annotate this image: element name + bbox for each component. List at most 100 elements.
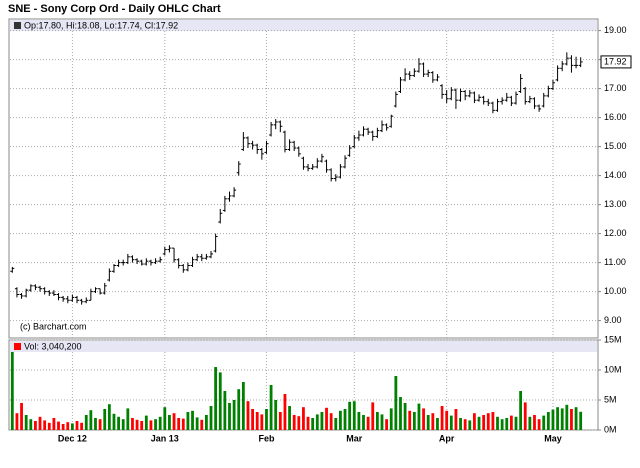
volume-bar [519, 391, 523, 430]
volume-bar [103, 409, 107, 430]
volume-bar [380, 414, 384, 430]
volume-bar [61, 424, 65, 430]
volume-bar [117, 416, 120, 430]
volume-bar [24, 415, 28, 430]
volume-bar [315, 414, 319, 430]
volume-bar [29, 419, 33, 430]
volume-bar [89, 410, 93, 430]
volume-bar [542, 415, 546, 430]
volume-bar [454, 409, 458, 430]
volume-bar [228, 403, 231, 430]
volume-bar [440, 406, 444, 430]
volume-bar [66, 422, 70, 430]
volume-bar [426, 415, 430, 430]
volume-bar [551, 409, 555, 430]
volume-bar [431, 413, 435, 430]
volume-bar [422, 408, 425, 430]
y-tick-label: 14.00 [604, 170, 627, 180]
y-tick-label: 10M [604, 364, 622, 374]
volume-bar [149, 420, 153, 430]
volume-bar [417, 403, 421, 430]
volume-bar [491, 412, 495, 430]
volume-bar [38, 416, 42, 430]
volume-bar [84, 415, 88, 430]
chart-title: SNE - Sony Corp Ord - Daily OHLC Chart [8, 3, 221, 15]
volume-bar [251, 409, 255, 430]
volume-bar [80, 422, 84, 430]
volume-bar [436, 418, 439, 430]
price-legend-bar [10, 20, 597, 31]
volume-bar [463, 419, 467, 430]
x-tick-label: Mar [346, 433, 363, 443]
volume-bar [140, 421, 144, 430]
volume-bar [445, 410, 449, 430]
volume-bar [278, 412, 282, 430]
volume-bar [265, 409, 268, 430]
volume-bar [343, 409, 347, 430]
volume-bar [311, 418, 315, 430]
volume-bar [163, 407, 167, 430]
volume-bar [579, 411, 583, 430]
volume-bar [223, 391, 227, 430]
volume-bar [375, 412, 379, 430]
y-tick-label: 15.00 [604, 141, 627, 151]
volume-bar [371, 402, 375, 430]
price-panel [8, 18, 599, 339]
volume-bar [320, 412, 324, 430]
volume-bar [121, 419, 125, 430]
volume-bar [565, 404, 569, 430]
y-tick-label: 10.00 [604, 286, 627, 296]
volume-bar [283, 394, 287, 430]
y-tick-label: 5M [604, 394, 617, 404]
x-tick-label: Jan 13 [151, 433, 179, 443]
volume-bar [546, 412, 550, 430]
y-tick-label: 17.00 [604, 83, 627, 93]
volume-bar [20, 403, 23, 430]
volume-bar [408, 410, 412, 430]
volume-bar [112, 413, 116, 430]
last-price-label: 17.92 [604, 56, 627, 66]
volume-bar [43, 420, 47, 430]
legend-swatch [14, 22, 21, 29]
volume-bar [509, 415, 513, 430]
y-tick-label: 16.00 [604, 112, 627, 122]
volume-bar [57, 421, 60, 430]
x-tick-label: Feb [258, 433, 275, 443]
volume-bar [177, 418, 181, 430]
volume-bar [237, 389, 241, 430]
volume-bar [191, 410, 194, 430]
volume-bar [10, 352, 14, 430]
volume-bar [274, 400, 278, 430]
volume-bar [514, 416, 518, 430]
volume-bar [269, 385, 273, 430]
volume-bar [52, 418, 56, 430]
y-tick-label: 0M [604, 424, 617, 434]
volume-legend: Vol: 3,040,200 [24, 341, 82, 351]
volume-bar [135, 419, 139, 430]
volume-bar [34, 421, 37, 430]
volume-bar [186, 412, 190, 430]
volume-bar [297, 416, 301, 430]
volume-bar [154, 419, 157, 430]
volume-bar [496, 416, 499, 430]
credit: (c) Barchart.com [20, 321, 87, 331]
y-tick-label: 12.00 [604, 228, 627, 238]
volume-bar [403, 403, 407, 430]
volume-bar [172, 413, 176, 430]
y-tick-label: 19.00 [604, 25, 627, 35]
volume-bar [394, 376, 398, 430]
volume-bar [468, 420, 472, 430]
volume-bar [399, 397, 402, 430]
volume-bar [523, 402, 527, 430]
volume-bar [338, 410, 342, 430]
volume-bar [241, 382, 245, 430]
x-tick-label: Dec 12 [58, 433, 87, 443]
volume-bar [15, 413, 19, 430]
volume-bar [288, 406, 291, 430]
volume-bar [533, 415, 536, 430]
volume-bar [260, 414, 264, 430]
volume-bar [357, 412, 361, 430]
volume-bar [209, 406, 213, 430]
volume-bar [459, 418, 462, 430]
